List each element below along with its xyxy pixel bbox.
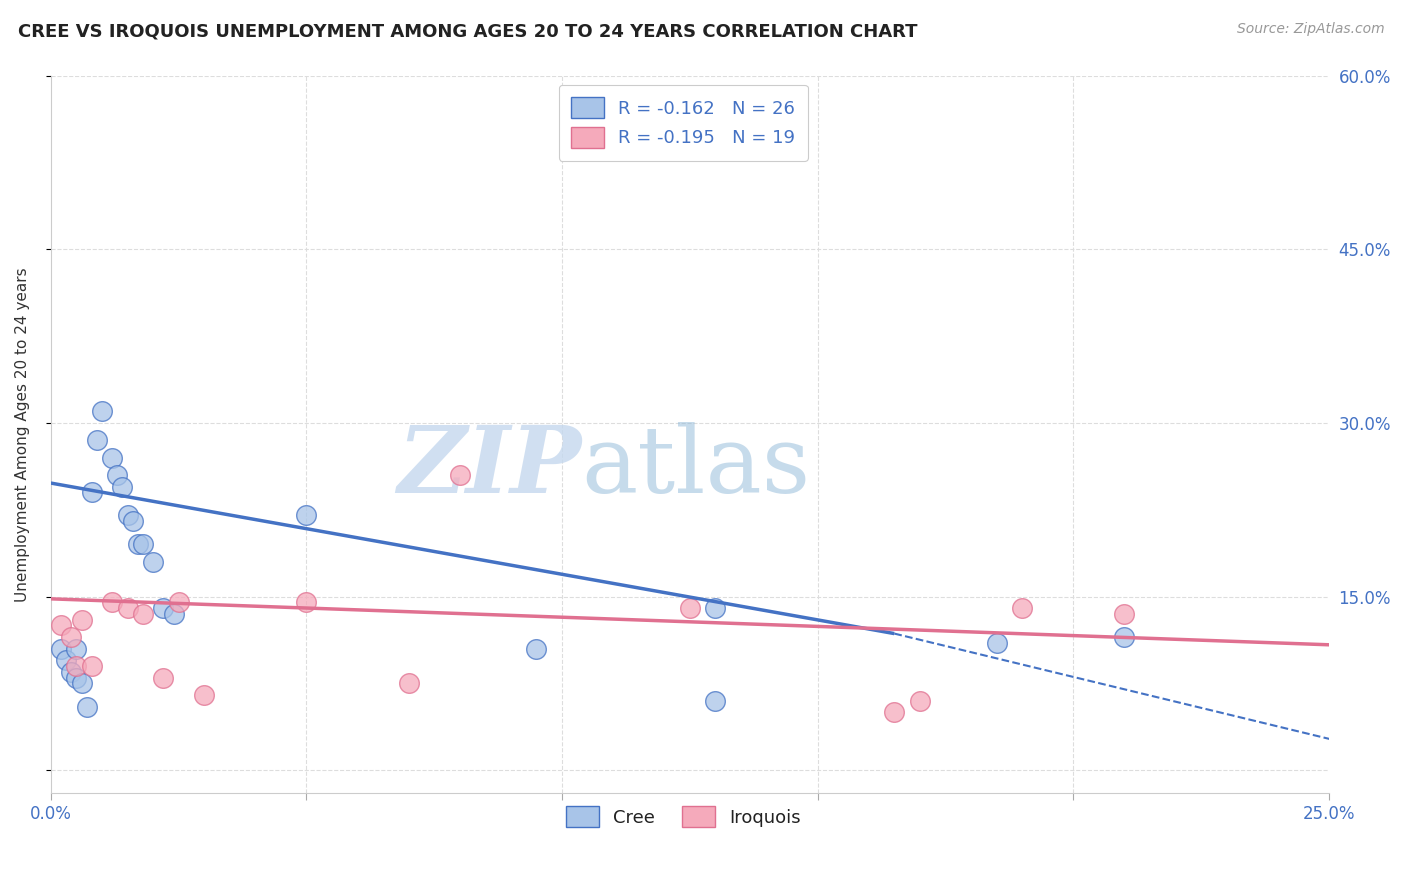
Point <box>193 688 215 702</box>
Point <box>65 671 87 685</box>
Point <box>704 601 727 615</box>
Point <box>91 404 114 418</box>
Text: ZIP: ZIP <box>396 422 581 512</box>
Point <box>679 601 702 615</box>
Point <box>86 434 108 448</box>
Text: CREE VS IROQUOIS UNEMPLOYMENT AMONG AGES 20 TO 24 YEARS CORRELATION CHART: CREE VS IROQUOIS UNEMPLOYMENT AMONG AGES… <box>18 22 918 40</box>
Point <box>162 607 184 621</box>
Point <box>704 694 727 708</box>
Point <box>76 699 98 714</box>
Point <box>152 671 174 685</box>
Point <box>65 641 87 656</box>
Point <box>70 613 93 627</box>
Point <box>55 653 77 667</box>
Point <box>1114 630 1136 644</box>
Point <box>449 467 471 482</box>
Point <box>117 601 139 615</box>
Point <box>908 694 931 708</box>
Point <box>111 479 134 493</box>
Point <box>132 537 155 551</box>
Point <box>132 607 155 621</box>
Point <box>101 450 124 465</box>
Point <box>1011 601 1033 615</box>
Point <box>295 595 318 609</box>
Point <box>70 676 93 690</box>
Point <box>1114 607 1136 621</box>
Point <box>60 630 83 644</box>
Point <box>80 485 103 500</box>
Point <box>121 514 143 528</box>
Point <box>167 595 190 609</box>
Point <box>117 508 139 523</box>
Text: Source: ZipAtlas.com: Source: ZipAtlas.com <box>1237 22 1385 37</box>
Point <box>101 595 124 609</box>
Point <box>60 665 83 679</box>
Legend: Cree, Iroquois: Cree, Iroquois <box>560 799 808 835</box>
Point <box>526 641 548 656</box>
Point <box>49 618 72 632</box>
Point <box>127 537 149 551</box>
Point <box>65 659 87 673</box>
Point <box>398 676 420 690</box>
Point <box>49 641 72 656</box>
Text: atlas: atlas <box>581 422 810 512</box>
Point <box>152 601 174 615</box>
Point <box>142 555 165 569</box>
Point <box>105 467 128 482</box>
Y-axis label: Unemployment Among Ages 20 to 24 years: Unemployment Among Ages 20 to 24 years <box>15 267 30 602</box>
Point <box>80 659 103 673</box>
Point <box>295 508 318 523</box>
Point <box>986 636 1008 650</box>
Point <box>883 706 905 720</box>
